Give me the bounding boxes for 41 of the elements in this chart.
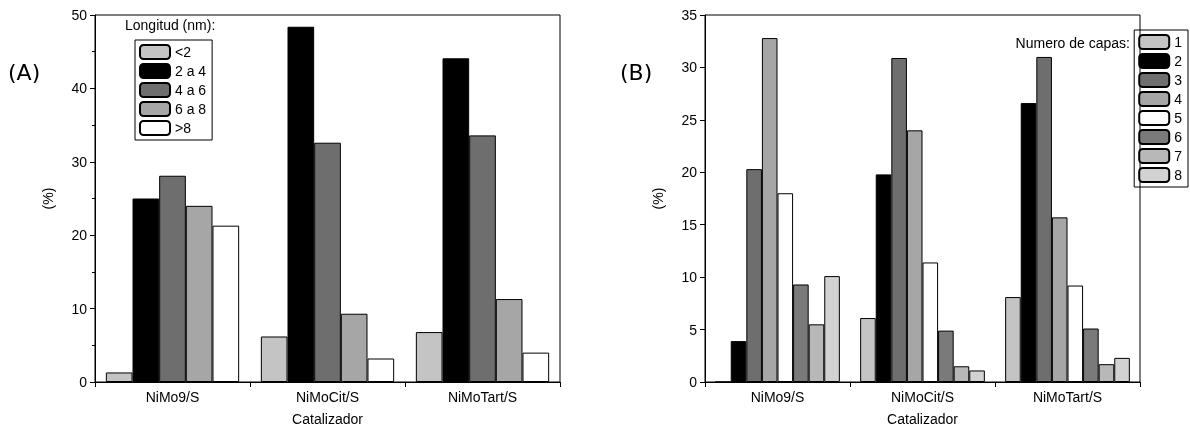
y-tick-label: 10	[681, 269, 698, 286]
y-axis-title: (%)	[650, 187, 666, 210]
x-tick-label: NiMo9/S	[145, 389, 200, 405]
x-tick-label: NiMoCit/S	[890, 389, 955, 405]
legend-label: 6 a 8	[175, 101, 207, 117]
x-axis-title: Catalizador	[887, 411, 959, 427]
legend-label: 6	[1174, 129, 1183, 145]
legend-label: <2	[175, 44, 192, 60]
x-tick-label: NiMoTart/S	[447, 389, 518, 405]
legend-label: 1	[1174, 34, 1183, 50]
x-tick-label: NiMoCit/S	[295, 389, 360, 405]
y-tick-label: 30	[681, 59, 698, 76]
legend-label: 2	[1174, 53, 1183, 69]
legend-label: 7	[1174, 148, 1183, 164]
y-tick-label: 20	[71, 227, 88, 244]
legend-title: Numero de capas:	[1015, 35, 1131, 51]
x-tick-label: NiMoTart/S	[1032, 389, 1103, 405]
legend-label: 2 a 4	[175, 63, 207, 79]
y-axis-title: (%)	[40, 187, 56, 210]
x-tick-label: NiMo9/S	[750, 389, 805, 405]
y-tick-label: 15	[681, 216, 698, 233]
legend-label: >8	[175, 120, 192, 136]
y-tick-label: 30	[71, 153, 88, 170]
legend-label: 5	[1174, 110, 1183, 126]
y-tick-label: 25	[681, 111, 698, 128]
y-tick-label: 50	[71, 7, 88, 23]
y-tick-label: 5	[689, 321, 698, 338]
y-tick-label: 0	[689, 374, 698, 390]
text: (A)	[8, 60, 41, 85]
y-tick-label: 0	[79, 374, 88, 390]
legend-label: 4	[1174, 91, 1183, 107]
x-axis-title: Catalizador	[292, 411, 364, 427]
y-tick-label: 10	[71, 300, 88, 317]
y-tick-label: 40	[71, 80, 88, 97]
legend-label: 8	[1174, 167, 1183, 183]
legend-title: Longitud (nm):	[125, 17, 216, 33]
legend-label: 4 a 6	[175, 82, 207, 98]
legend-label: 3	[1174, 72, 1183, 88]
text: (B)	[620, 60, 653, 85]
y-tick-label: 20	[681, 164, 698, 181]
y-tick-label: 35	[681, 7, 698, 23]
